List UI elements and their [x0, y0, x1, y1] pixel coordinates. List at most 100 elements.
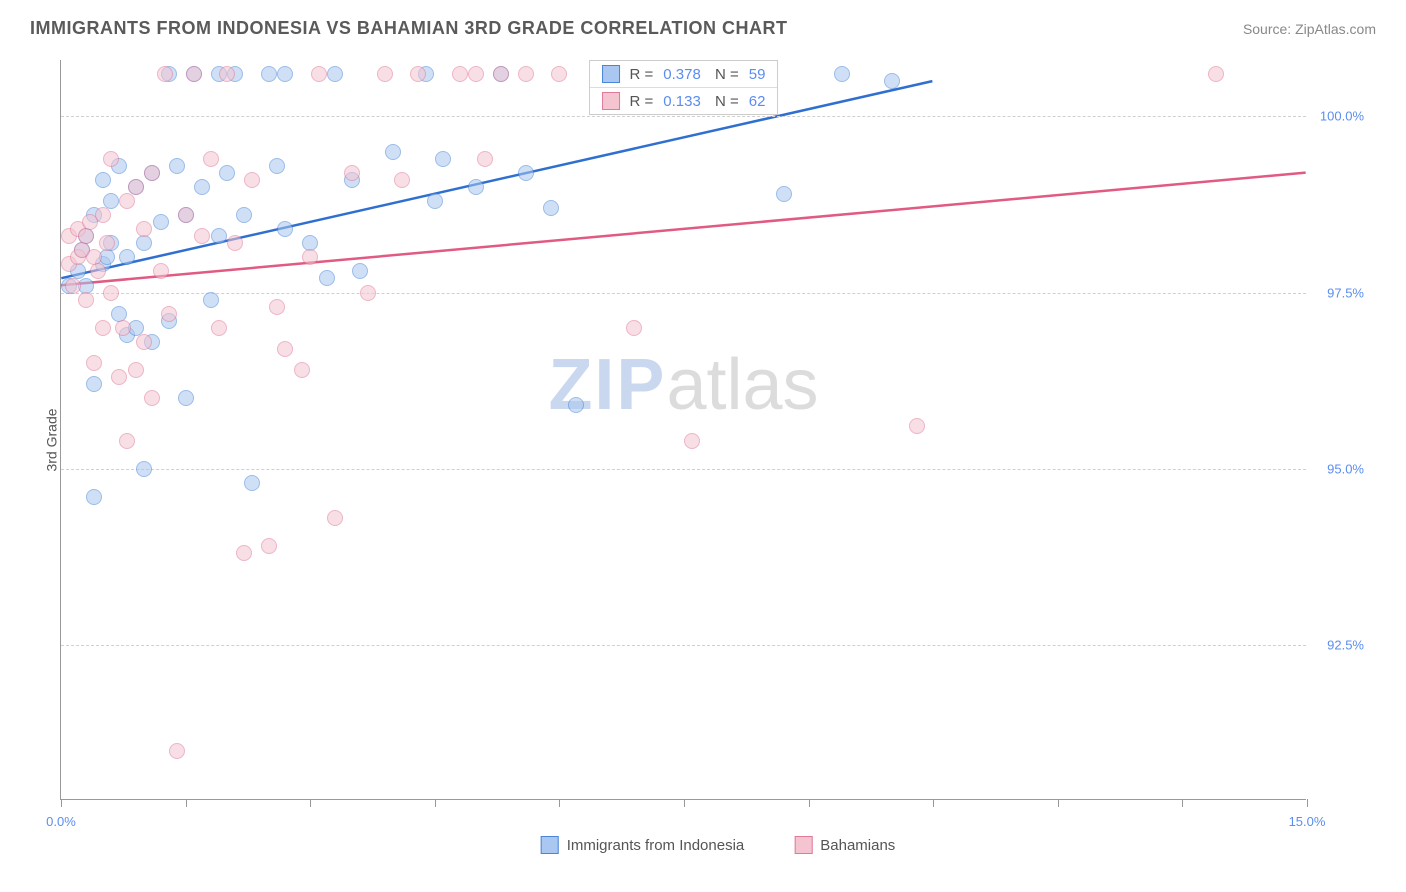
scatter-point	[394, 172, 410, 188]
scatter-point	[95, 172, 111, 188]
r-value-indonesia: 0.378	[663, 66, 701, 83]
swatch-blue-icon	[602, 65, 620, 83]
gridline-h	[61, 469, 1306, 470]
scatter-point	[136, 221, 152, 237]
x-tick	[1058, 799, 1059, 807]
scatter-point	[244, 172, 260, 188]
legend-label: Bahamians	[820, 837, 895, 854]
scatter-point	[352, 263, 368, 279]
x-tick	[186, 799, 187, 807]
scatter-point	[103, 285, 119, 301]
scatter-point	[119, 193, 135, 209]
scatter-point	[211, 320, 227, 336]
scatter-point	[327, 66, 343, 82]
scatter-point	[244, 475, 260, 491]
scatter-point	[136, 461, 152, 477]
scatter-point	[78, 292, 94, 308]
bottom-legend: Immigrants from Indonesia Bahamians	[541, 836, 896, 854]
x-tick	[1307, 799, 1308, 807]
x-tick	[933, 799, 934, 807]
scatter-point	[227, 235, 243, 251]
scatter-point	[518, 165, 534, 181]
scatter-point	[178, 207, 194, 223]
scatter-point	[518, 66, 534, 82]
scatter-point	[468, 179, 484, 195]
scatter-point	[1208, 66, 1224, 82]
y-tick-label: 97.5%	[1327, 285, 1364, 300]
scatter-point	[157, 66, 173, 82]
source-attribution: Source: ZipAtlas.com	[1243, 21, 1376, 37]
x-tick	[310, 799, 311, 807]
x-tick	[809, 799, 810, 807]
scatter-point	[269, 158, 285, 174]
scatter-point	[385, 144, 401, 160]
scatter-plot: ZIPatlas R = 0.378 N = 59 R = 0.133 N = …	[60, 60, 1306, 800]
n-value-bahamians: 62	[749, 93, 766, 110]
x-tick	[1182, 799, 1183, 807]
legend-item-indonesia: Immigrants from Indonesia	[541, 836, 745, 854]
scatter-point	[493, 66, 509, 82]
r-value-bahamians: 0.133	[663, 93, 701, 110]
x-tick-label: 0.0%	[46, 814, 76, 829]
scatter-point	[203, 292, 219, 308]
scatter-point	[115, 320, 131, 336]
scatter-point	[111, 369, 127, 385]
scatter-point	[269, 299, 285, 315]
swatch-pink-icon	[794, 836, 812, 854]
trend-lines	[61, 60, 1306, 799]
scatter-point	[86, 355, 102, 371]
scatter-point	[568, 397, 584, 413]
scatter-point	[236, 207, 252, 223]
n-value-indonesia: 59	[749, 66, 766, 83]
scatter-point	[128, 179, 144, 195]
scatter-point	[119, 433, 135, 449]
correlation-stats-box: R = 0.378 N = 59 R = 0.133 N = 62	[589, 60, 779, 115]
scatter-point	[294, 362, 310, 378]
scatter-point	[776, 186, 792, 202]
watermark: ZIPatlas	[548, 344, 818, 426]
scatter-point	[144, 390, 160, 406]
scatter-point	[302, 249, 318, 265]
scatter-point	[153, 263, 169, 279]
swatch-blue-icon	[541, 836, 559, 854]
scatter-point	[277, 341, 293, 357]
scatter-point	[360, 285, 376, 301]
scatter-point	[219, 165, 235, 181]
y-tick-label: 92.5%	[1327, 637, 1364, 652]
scatter-point	[136, 235, 152, 251]
scatter-point	[909, 418, 925, 434]
scatter-point	[136, 334, 152, 350]
chart-area: 3rd Grade ZIPatlas R = 0.378 N = 59 R = …	[60, 60, 1376, 820]
scatter-point	[884, 73, 900, 89]
scatter-point	[543, 200, 559, 216]
scatter-point	[684, 433, 700, 449]
y-tick-label: 95.0%	[1327, 461, 1364, 476]
scatter-point	[65, 278, 81, 294]
stats-row-indonesia: R = 0.378 N = 59	[590, 61, 778, 88]
scatter-point	[194, 228, 210, 244]
y-tick-label: 100.0%	[1320, 109, 1364, 124]
scatter-point	[344, 165, 360, 181]
scatter-point	[435, 151, 451, 167]
trend-line	[61, 173, 1305, 286]
scatter-point	[144, 165, 160, 181]
scatter-point	[95, 207, 111, 223]
swatch-pink-icon	[602, 92, 620, 110]
scatter-point	[103, 151, 119, 167]
scatter-point	[377, 66, 393, 82]
scatter-point	[194, 179, 210, 195]
legend-item-bahamians: Bahamians	[794, 836, 895, 854]
x-tick-label: 15.0%	[1289, 814, 1326, 829]
scatter-point	[551, 66, 567, 82]
scatter-point	[178, 390, 194, 406]
scatter-point	[99, 235, 115, 251]
scatter-point	[86, 376, 102, 392]
scatter-point	[186, 66, 202, 82]
scatter-point	[834, 66, 850, 82]
scatter-point	[153, 214, 169, 230]
scatter-point	[319, 270, 335, 286]
gridline-h	[61, 116, 1306, 117]
scatter-point	[119, 249, 135, 265]
trend-line	[61, 81, 932, 278]
x-tick	[684, 799, 685, 807]
